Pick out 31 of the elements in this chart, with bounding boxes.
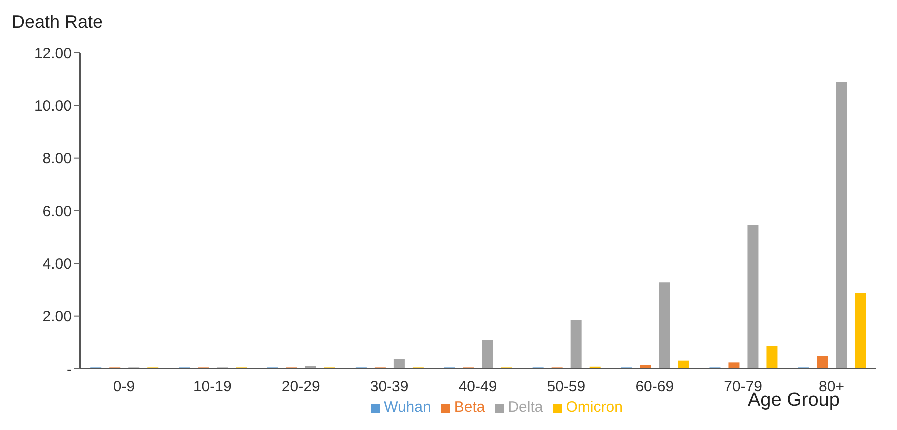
- bar: [836, 82, 848, 369]
- bar: [659, 282, 670, 369]
- x-tick-label: 60-69: [636, 378, 674, 396]
- legend-label: Delta: [508, 399, 544, 416]
- bar: [570, 320, 582, 369]
- bar: [394, 359, 405, 369]
- x-tick-label: 0-9: [113, 378, 136, 396]
- y-axis-title: Death Rate: [12, 12, 104, 33]
- x-tick-label: 80+: [819, 378, 845, 396]
- y-tick-label: -: [67, 361, 72, 378]
- y-tick-label: 10.00: [34, 98, 72, 115]
- x-tick-label: 10-19: [193, 378, 232, 396]
- y-tick-label: 8.00: [42, 150, 72, 168]
- x-tick-label: 30-39: [370, 378, 409, 396]
- bar: [855, 293, 866, 369]
- y-tick-label: 12.00: [34, 45, 72, 62]
- legend-label: Beta: [454, 399, 486, 416]
- x-tick-label: 40-49: [458, 378, 498, 396]
- bar: [817, 356, 828, 369]
- y-tick-label: 4.00: [42, 256, 72, 273]
- bar: [728, 362, 740, 369]
- y-tick-label: 2.00: [42, 308, 72, 326]
- legend-label: Omicron: [566, 399, 623, 416]
- x-tick-label: 50-59: [547, 378, 586, 396]
- bar: [678, 360, 690, 369]
- x-tick-label: 20-29: [282, 378, 320, 396]
- bar: [482, 340, 494, 369]
- bar: [748, 225, 759, 369]
- bar: [766, 346, 778, 369]
- y-tick-label: 6.00: [42, 203, 72, 220]
- legend-label: Wuhan: [384, 399, 432, 416]
